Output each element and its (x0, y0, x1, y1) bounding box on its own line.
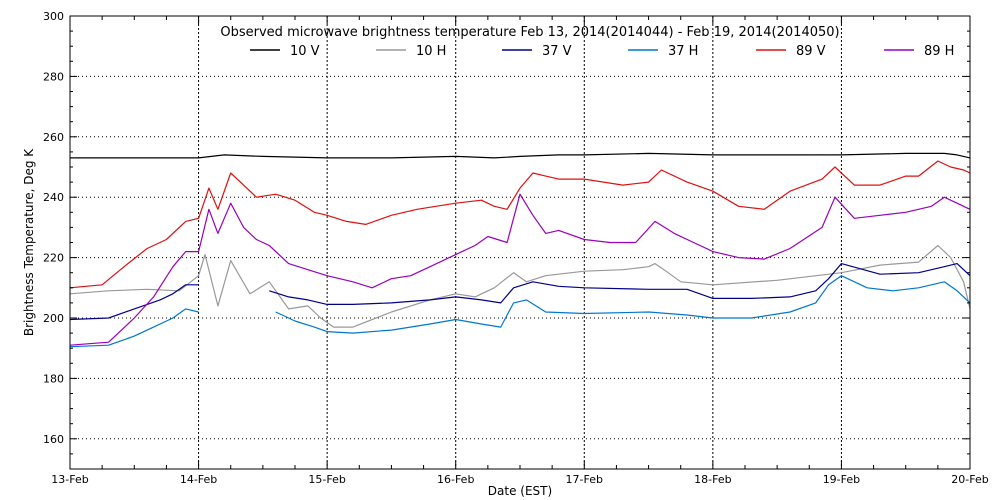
series-line-89-h (69, 193, 971, 346)
y-tick-label: 300 (43, 10, 64, 23)
legend-label-37-v: 37 V (542, 44, 572, 59)
legend-label-37-h: 37 H (668, 44, 698, 59)
x-tick-label: 16-Feb (437, 473, 474, 486)
series-line-10-v (70, 152, 971, 159)
legend-label-10-h: 10 H (416, 44, 446, 59)
x-tick-label: 17-Feb (566, 473, 603, 486)
series-line-10-h (69, 244, 971, 328)
x-tick-label: 14-Feb (180, 473, 217, 486)
y-tick-label: 240 (43, 191, 64, 204)
legend-label-10-v: 10 V (290, 44, 320, 59)
series-line-37-h (69, 308, 199, 348)
x-axis-title: Date (EST) (488, 484, 552, 498)
x-tick-label: 15-Feb (308, 473, 345, 486)
series-line-89-v (69, 160, 971, 289)
series-line-37-v (269, 263, 971, 305)
legend-label-89-h: 89 H (924, 44, 954, 59)
series-layer (69, 152, 971, 348)
x-tick-label: 18-Feb (694, 473, 731, 486)
y-tick-label: 260 (43, 131, 64, 144)
chart-title: Observed microwave brightness temperatur… (220, 25, 839, 40)
ticks-layer: 160 180 200 220 240 260 280 300 13-Feb 14-Feb 15-F… (43, 10, 989, 486)
plot-frame (69, 15, 971, 470)
series-line-37-v (69, 284, 199, 321)
series-line-37-h (275, 275, 971, 334)
y-tick-label: 280 (43, 70, 64, 83)
y-tick-label: 180 (43, 372, 64, 385)
x-tick-label: 20-Feb (951, 473, 988, 486)
legend: 10 V 10 H 37 V 37 H 89 V 89 H (250, 44, 954, 59)
x-tick-label: 19-Feb (823, 473, 860, 486)
y-tick-label: 200 (43, 312, 64, 325)
x-tick-label: 13-Feb (51, 473, 88, 486)
y-axis-title: Brightness Temperature, Deg K (22, 148, 36, 336)
grid-layer (70, 16, 970, 469)
y-tick-label: 160 (43, 433, 64, 446)
y-tick-label: 220 (43, 252, 64, 265)
legend-label-89-v: 89 V (796, 44, 826, 59)
